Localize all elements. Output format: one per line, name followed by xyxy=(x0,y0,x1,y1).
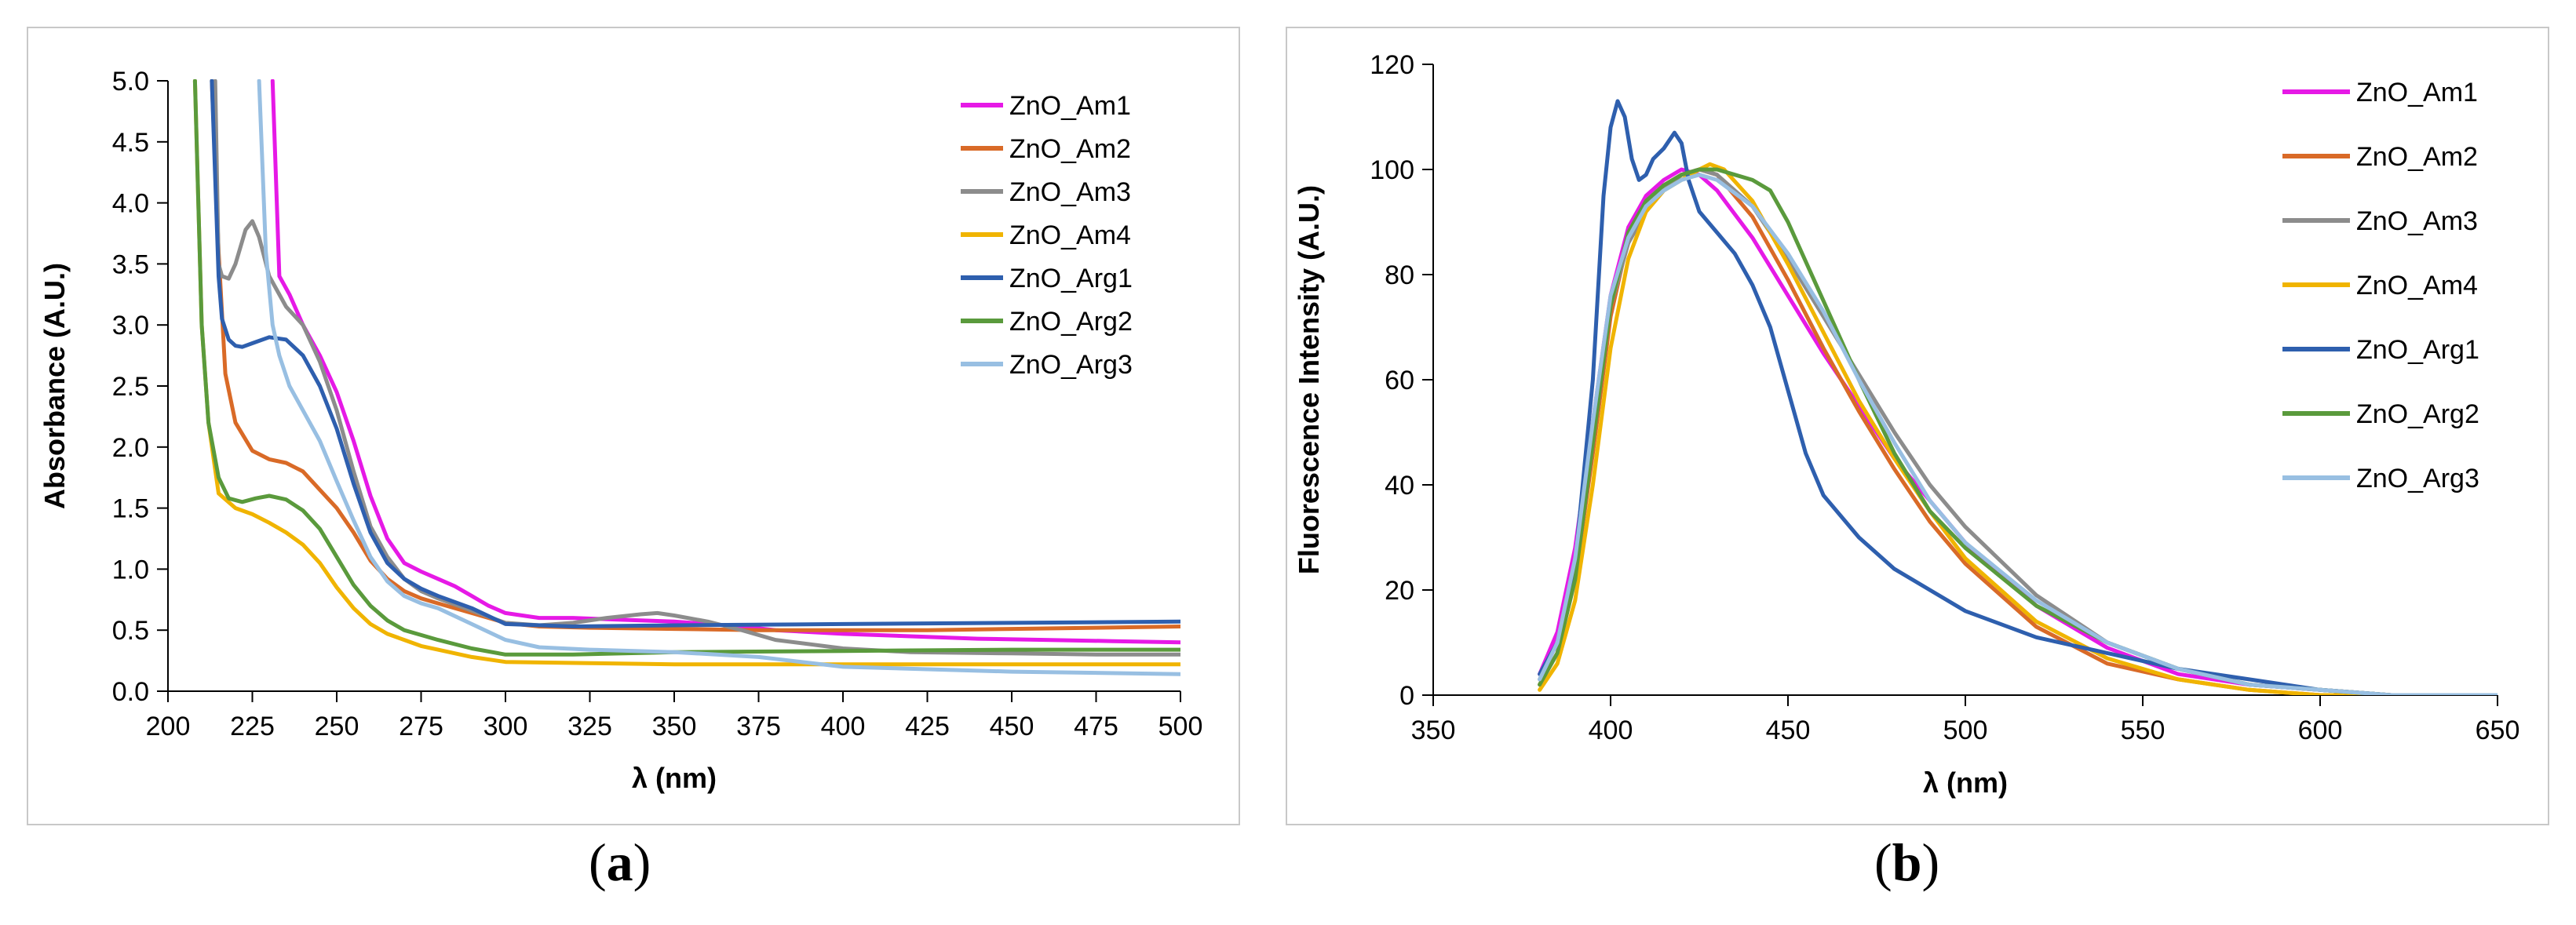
caption-b: (b) xyxy=(1874,832,1940,892)
chart-b-y-axis-title: Fluorescence Intensity (A.U.) xyxy=(1293,185,1325,574)
chart-b-series-zno-am1 xyxy=(1538,167,2498,695)
chart-a-legend-label: ZnO_Arg2 xyxy=(1009,307,1133,337)
chart-b-series-zno-arg1 xyxy=(1538,99,2498,695)
chart-b-series-zno-am2 xyxy=(1538,167,2498,695)
chart-a-legend-label: ZnO_Am2 xyxy=(1009,134,1131,164)
chart-b-series-zno-arg3 xyxy=(1538,173,2498,695)
chart-a-y-tick-label: 5.0 xyxy=(112,67,149,97)
chart-a-series-zno-arg2 xyxy=(192,79,1180,657)
chart-b-legend-label: ZnO_Arg2 xyxy=(2356,399,2479,429)
chart-b-x-tick-label: 400 xyxy=(1589,716,1633,745)
chart-a-legend-label: ZnO_Am1 xyxy=(1009,91,1131,121)
chart-b-y-tick-label: 40 xyxy=(1385,471,1414,501)
chart-b-y-tick-label: 80 xyxy=(1385,260,1414,290)
chart-b-series-zno-am4 xyxy=(1538,162,2498,695)
chart-a-x-tick-label: 250 xyxy=(315,712,359,741)
chart-a-legend-label: ZnO_Arg3 xyxy=(1009,350,1133,380)
chart-a-x-tick-label: 400 xyxy=(821,712,866,741)
chart-b-series-zno-arg2 xyxy=(1538,167,2498,695)
chart-b-legend-label: ZnO_Am4 xyxy=(2356,271,2478,300)
chart-a-x-tick-label: 300 xyxy=(483,712,528,741)
chart-b-y-tick-label: 100 xyxy=(1370,155,1414,185)
chart-a-series-zno-am4 xyxy=(192,79,1180,667)
chart-b-x-tick-label: 550 xyxy=(2121,716,2166,745)
chart-b-legend-label: ZnO_Am3 xyxy=(2356,206,2478,236)
chart-b-x-tick-label: 650 xyxy=(2476,716,2520,745)
chart-b-y-tick-label: 0 xyxy=(1399,681,1414,711)
chart-a-series-zno-am2 xyxy=(210,79,1180,632)
chart-b-y-tick-label: 120 xyxy=(1370,50,1414,80)
chart-a-series-zno-am3 xyxy=(213,79,1180,657)
chart-b-legend-label: ZnO_Am1 xyxy=(2356,78,2478,107)
chart-a-y-tick-label: 0.0 xyxy=(112,677,149,707)
chart-a-x-tick-label: 200 xyxy=(146,712,191,741)
chart-a-y-tick-label: 2.0 xyxy=(112,433,149,463)
chart-a-x-tick-label: 350 xyxy=(652,712,697,741)
chart-a-frame xyxy=(27,27,1240,825)
chart-a-series-group xyxy=(192,79,1180,676)
chart-b-legend-label: ZnO_Arg1 xyxy=(2356,335,2479,365)
chart-b-x-tick-label: 450 xyxy=(1766,716,1811,745)
chart-b-series-zno-am3 xyxy=(1538,167,2498,695)
chart-a-series-zno-arg1 xyxy=(210,79,1180,628)
caption-a: (a) xyxy=(589,832,651,892)
chart-a-y-tick-label: 2.5 xyxy=(112,372,149,402)
chart-b-x-axis-title: λ (nm) xyxy=(1923,767,2008,799)
chart-a-x-tick-label: 325 xyxy=(567,712,612,741)
chart-b-x-tick-label: 350 xyxy=(1411,716,1456,745)
chart-a-y-tick-label: 3.5 xyxy=(112,249,149,279)
chart-a-x-tick-label: 500 xyxy=(1158,712,1203,741)
chart-a-legend-label: ZnO_Am3 xyxy=(1009,177,1131,207)
chart-a-y-axis-title: Absorbance (A.U.) xyxy=(38,263,71,509)
chart-a-y-tick-label: 3.0 xyxy=(112,311,149,341)
chart-b-legend-label: ZnO_Arg3 xyxy=(2356,464,2479,493)
chart-a-legend-label: ZnO_Am4 xyxy=(1009,220,1131,250)
chart-b-x-tick-label: 500 xyxy=(1943,716,1988,745)
chart-b-x-tick-label: 600 xyxy=(2298,716,2343,745)
chart-a-x-tick-label: 275 xyxy=(399,712,443,741)
chart-a-x-tick-label: 450 xyxy=(990,712,1034,741)
chart-a-legend-label: ZnO_Arg1 xyxy=(1009,264,1133,293)
chart-a-x-tick-label: 225 xyxy=(230,712,275,741)
chart-a-series-zno-am1 xyxy=(270,79,1180,645)
chart-a-y-tick-label: 4.5 xyxy=(112,128,149,158)
chart-b-y-tick-label: 20 xyxy=(1385,576,1414,606)
chart-b-series-group xyxy=(1538,99,2498,695)
chart-a-x-tick-label: 475 xyxy=(1074,712,1118,741)
chart-a-y-tick-label: 1.5 xyxy=(112,494,149,524)
chart-b-legend-label: ZnO_Am2 xyxy=(2356,142,2478,172)
chart-a-y-tick-label: 4.0 xyxy=(112,189,149,219)
chart-a-y-tick-label: 0.5 xyxy=(112,616,149,646)
chart-a-y-tick-label: 1.0 xyxy=(112,555,149,584)
chart-a-x-tick-label: 425 xyxy=(905,712,950,741)
chart-b-y-tick-label: 60 xyxy=(1385,366,1414,395)
chart-a-series-zno-arg3 xyxy=(257,79,1180,676)
chart-a-x-axis-title: λ (nm) xyxy=(632,762,717,794)
chart-a-x-tick-label: 375 xyxy=(736,712,781,741)
